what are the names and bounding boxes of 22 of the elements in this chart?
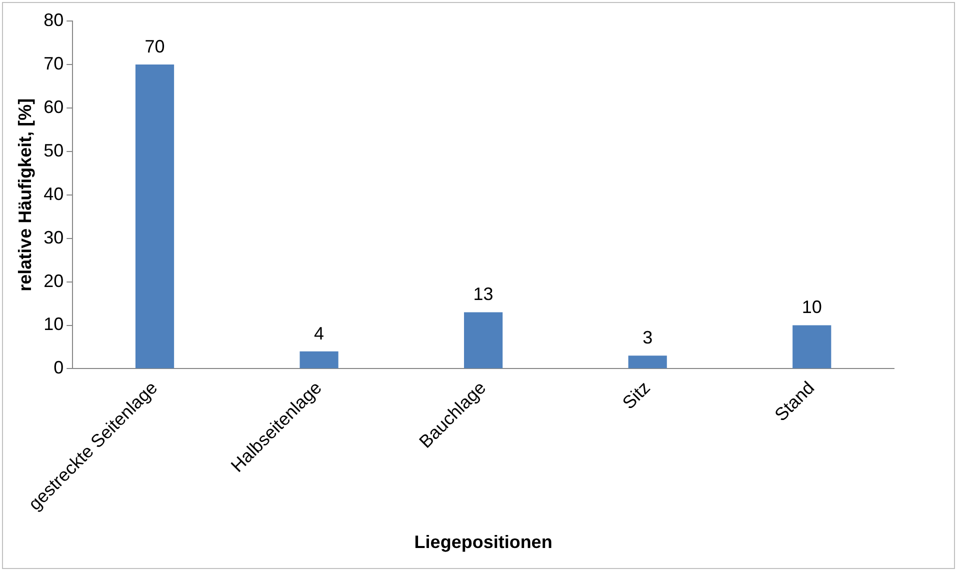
data-label: 10 xyxy=(802,297,822,318)
y-tick-label: 10 xyxy=(44,314,64,334)
bar xyxy=(628,356,667,368)
y-tick-label: 0 xyxy=(54,358,64,378)
x-tick-label: Sitz xyxy=(618,378,654,413)
y-tick-label: 30 xyxy=(44,227,64,248)
bar xyxy=(300,351,338,368)
data-label: 13 xyxy=(473,284,494,304)
y-tick-label: 40 xyxy=(44,184,64,204)
bar xyxy=(464,312,503,368)
y-axis-title: relative Häufigkeit, [%] xyxy=(14,98,35,292)
y-tick-label: 20 xyxy=(44,270,64,291)
y-tick-label: 80 xyxy=(44,10,64,30)
x-axis-title: Liegepositionen xyxy=(414,532,552,552)
data-label: 4 xyxy=(314,323,324,344)
data-label: 70 xyxy=(144,36,165,56)
bar xyxy=(135,64,174,368)
data-label: 3 xyxy=(642,328,653,348)
y-tick-label: 60 xyxy=(44,96,64,117)
y-tick-label: 70 xyxy=(44,53,64,74)
y-tick-label: 50 xyxy=(44,140,64,160)
bar xyxy=(792,325,832,368)
